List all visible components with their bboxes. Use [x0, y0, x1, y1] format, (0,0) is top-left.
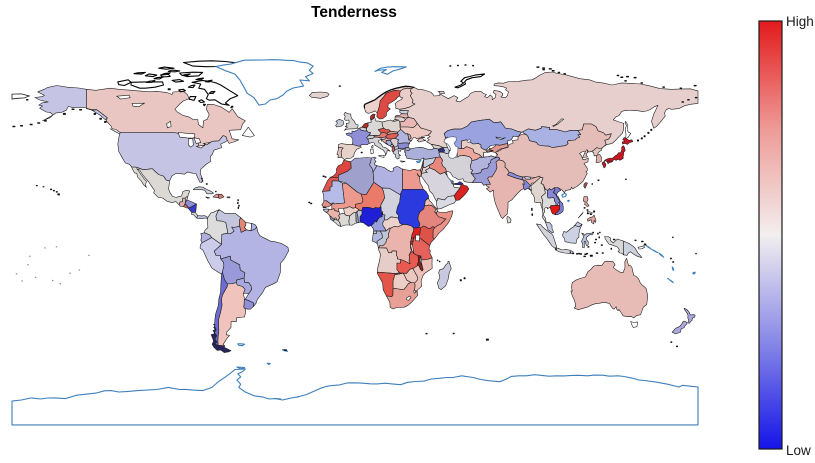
svg-text:High: High — [786, 14, 814, 29]
svg-text:Tenderness: Tenderness — [311, 4, 397, 21]
svg-text:Low: Low — [786, 443, 811, 458]
